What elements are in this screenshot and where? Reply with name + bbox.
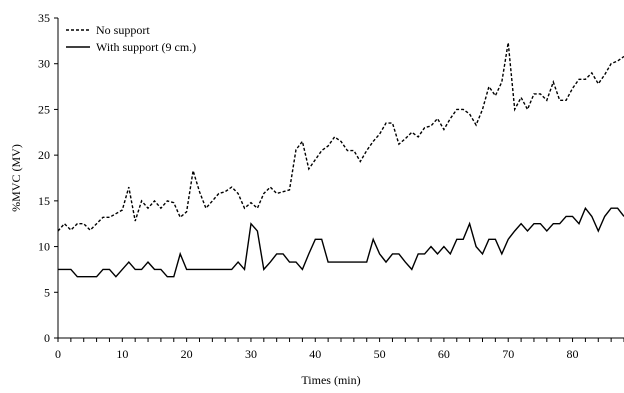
y-axis-label: %MVC (MV)	[9, 144, 23, 212]
x-tick-label: 20	[181, 347, 193, 361]
legend-label: No support	[96, 23, 150, 37]
series-line-no-support	[57, 42, 624, 232]
x-tick-label: 80	[567, 347, 579, 361]
legend-label: With support (9 cm.)	[96, 40, 196, 54]
x-tick-label: 0	[55, 347, 61, 361]
x-axis-label: Times (min)	[301, 373, 360, 387]
x-tick-label: 10	[116, 347, 128, 361]
x-tick-label: 50	[374, 347, 386, 361]
x-tick-label: 70	[502, 347, 514, 361]
y-tick-label: 10	[38, 240, 50, 254]
y-tick-label: 30	[38, 57, 50, 71]
x-tick-label: 60	[438, 347, 450, 361]
x-tick-label: 40	[309, 347, 321, 361]
y-tick-label: 0	[44, 331, 50, 345]
x-tick-label: 30	[245, 347, 257, 361]
y-tick-label: 25	[38, 102, 50, 116]
y-tick-label: 15	[38, 194, 50, 208]
y-tick-label: 20	[38, 148, 50, 162]
y-tick-label: 5	[44, 285, 50, 299]
y-tick-label: 35	[38, 11, 50, 25]
series-line-with-support	[58, 206, 624, 278]
